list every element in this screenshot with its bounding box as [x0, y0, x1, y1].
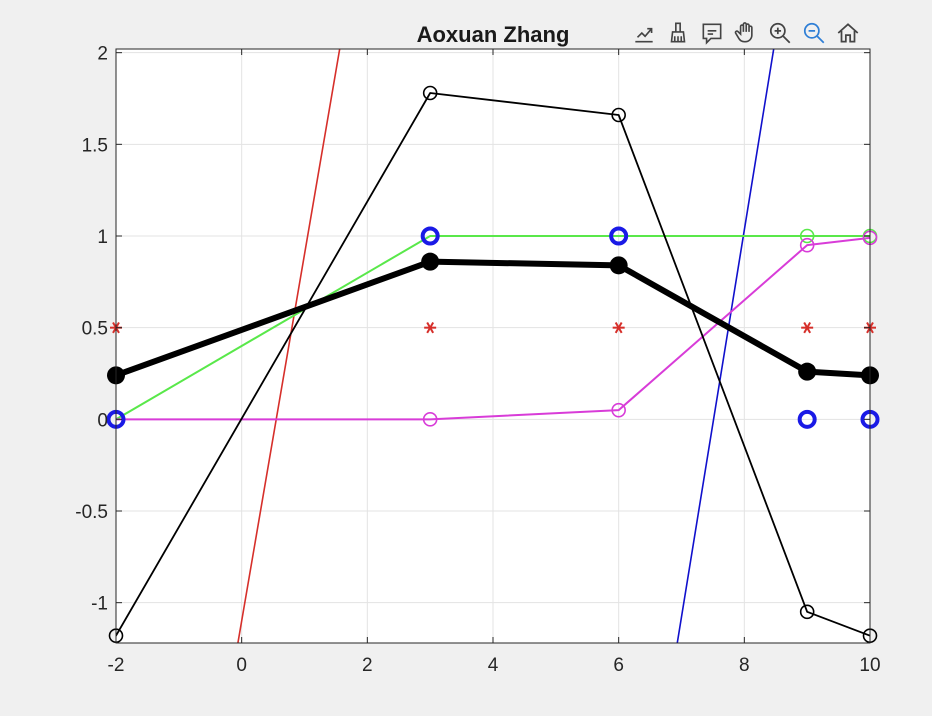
data-point-marker	[422, 85, 438, 101]
data-point-marker	[798, 362, 817, 381]
zoom-out-button[interactable]	[798, 17, 830, 49]
y-tick-label: -0.5	[75, 502, 108, 523]
x-tick-label: 2	[362, 655, 373, 676]
zoom-in-icon	[769, 22, 791, 44]
asterisk-stroke	[426, 321, 435, 334]
y-tick-label: 1.5	[82, 135, 108, 156]
x-tick-label: 0	[236, 655, 247, 676]
data-point-marker	[609, 226, 629, 246]
zoom-in-button[interactable]	[764, 17, 796, 49]
asterisk-stroke	[803, 321, 812, 334]
series-line	[116, 92, 870, 637]
data-point-marker	[612, 321, 625, 334]
x-tick-label: 10	[859, 655, 880, 676]
x-tick-label: 6	[613, 655, 624, 676]
y-tick-label: 0	[97, 410, 108, 431]
pan-icon	[734, 22, 753, 43]
chart-title: Aoxuan Zhang	[417, 22, 570, 47]
home-icon	[837, 23, 859, 43]
data-point-marker	[611, 402, 626, 418]
pan-button[interactable]	[730, 17, 762, 49]
data-point-marker	[421, 252, 440, 271]
series-line	[676, 49, 775, 643]
x-tick-label: 4	[488, 655, 499, 676]
brush-button[interactable]	[662, 17, 694, 49]
export-icon	[635, 27, 653, 43]
axes-toolbar	[628, 16, 864, 50]
datatip-icon	[702, 23, 722, 45]
y-tick-label: 1	[97, 227, 108, 248]
data-point-marker	[799, 237, 815, 253]
data-point-marker	[799, 604, 815, 620]
series-line	[116, 236, 870, 421]
export-button[interactable]	[628, 17, 660, 49]
data-point-marker	[801, 321, 814, 334]
datatip-button[interactable]	[696, 17, 728, 49]
data-point-marker	[797, 409, 817, 429]
data-point-marker	[420, 226, 440, 246]
data-point-marker	[609, 256, 628, 275]
data-point-marker	[799, 228, 815, 244]
axis-ticks: -2 0 2 4 6 8 10 -1 -0.5 0 0.5 1 1.5 2	[75, 44, 880, 676]
y-tick-label: -1	[91, 594, 108, 615]
x-tick-label: -2	[108, 655, 125, 676]
y-tick-label: 0.5	[82, 319, 108, 340]
brush-icon	[670, 22, 686, 43]
data-point-marker	[611, 107, 626, 123]
data-point-marker	[422, 412, 438, 427]
x-tick-label: 8	[739, 655, 750, 676]
asterisk-stroke	[614, 321, 623, 334]
y-tick-label: 2	[97, 44, 108, 65]
zoom-out-icon	[803, 22, 825, 44]
series-line	[237, 49, 341, 643]
home-button[interactable]	[832, 17, 864, 49]
data-point-marker	[424, 321, 437, 334]
